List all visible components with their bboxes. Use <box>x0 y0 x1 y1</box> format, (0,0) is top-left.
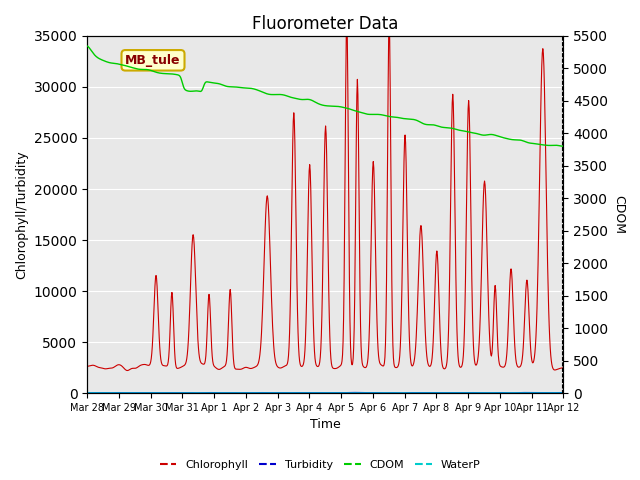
Legend: Chlorophyll, Turbidity, CDOM, WaterP: Chlorophyll, Turbidity, CDOM, WaterP <box>155 456 485 474</box>
Y-axis label: CDOM: CDOM <box>612 195 625 234</box>
Title: Fluorometer Data: Fluorometer Data <box>252 15 399 33</box>
Text: MB_tule: MB_tule <box>125 54 180 67</box>
Y-axis label: Chlorophyll/Turbidity: Chlorophyll/Turbidity <box>15 150 28 279</box>
X-axis label: Time: Time <box>310 419 340 432</box>
